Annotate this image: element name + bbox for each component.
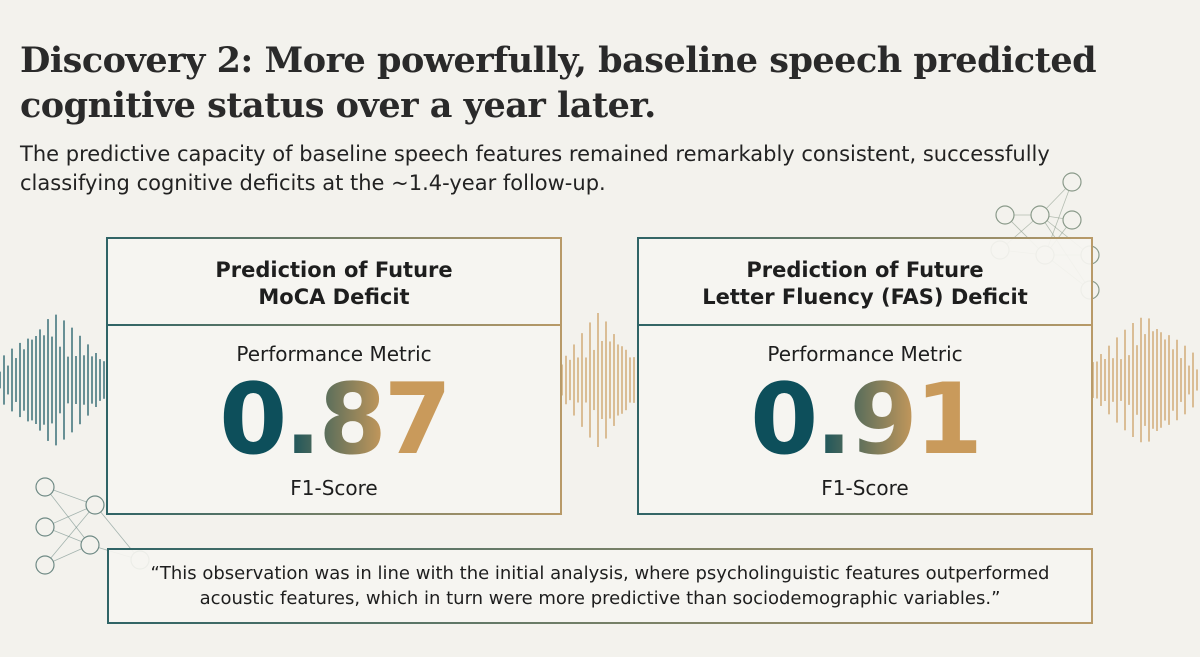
network-node [35,555,55,575]
network-node [1062,210,1082,230]
network-node [80,535,100,555]
metric-label: Performance Metric [236,342,432,366]
metric-label: Performance Metric [767,342,963,366]
card-heading: Prediction of Future Letter Fluency (FAS)… [639,239,1091,326]
page-title: Discovery 2: More powerfully, baseline s… [20,40,1097,126]
network-edge [44,504,96,566]
quote-box: “This observation was in line with the i… [107,548,1093,624]
heading-line: MoCA Deficit [258,284,410,309]
network-node [35,517,55,537]
metric-value: 0.91 [735,366,995,474]
page-subtitle: The predictive capacity of baseline spee… [20,142,1050,195]
network-node [1030,205,1050,225]
fas-card: Prediction of Future Letter Fluency (FAS)… [637,237,1093,515]
moca-card: Prediction of Future MoCA Deficit Perform… [106,237,562,515]
metric-unit: F1-Score [290,476,378,500]
heading-line: Letter Fluency (FAS) Deficit [702,284,1028,309]
network-node [995,205,1015,225]
heading-line: Prediction of Future [215,257,453,282]
metric-value: 0.87 [204,366,464,474]
network-node [1062,172,1082,192]
network-node [85,495,105,515]
network-edge [44,486,91,546]
network-node [35,477,55,497]
heading-line: Prediction of Future [746,257,984,282]
metric-unit: F1-Score [821,476,909,500]
card-heading: Prediction of Future MoCA Deficit [108,239,560,326]
